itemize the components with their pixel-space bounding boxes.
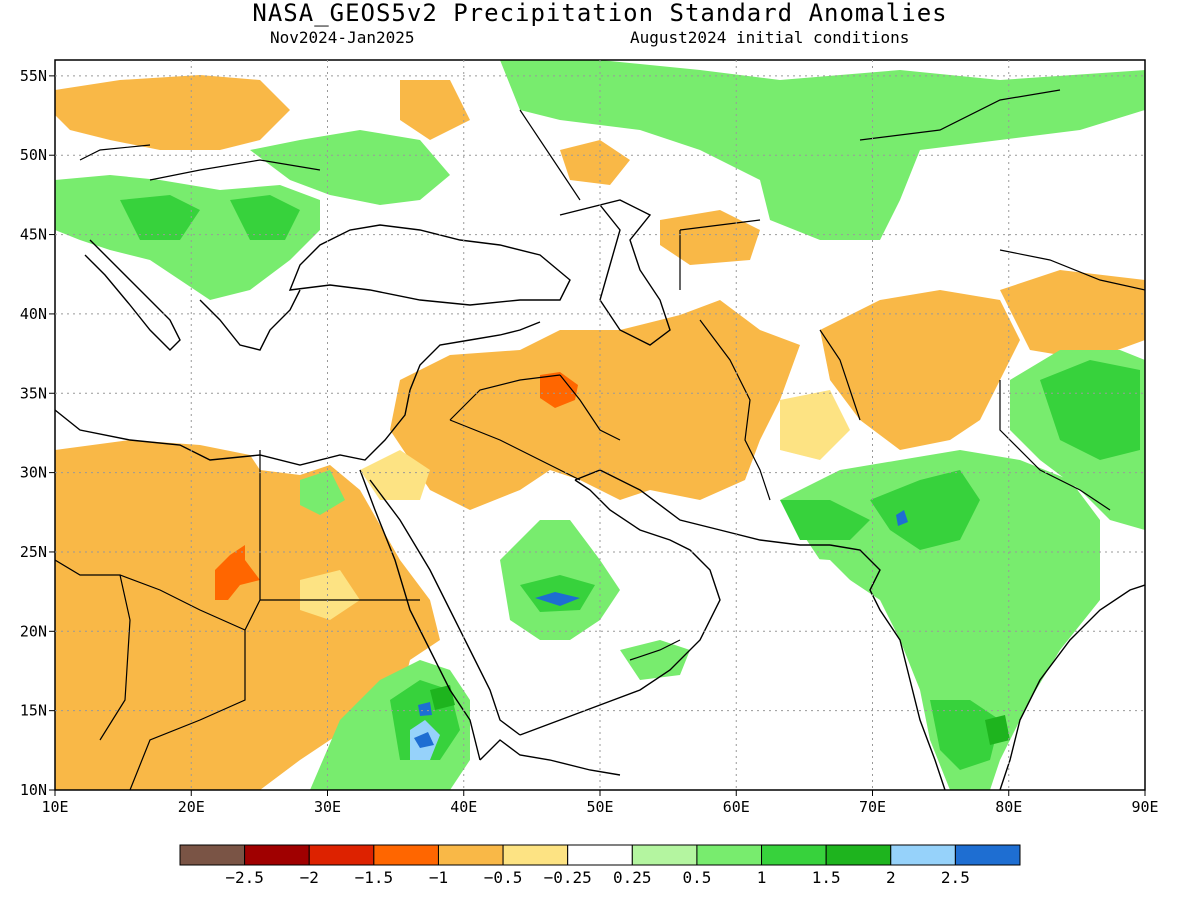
coastlines	[55, 199, 1145, 790]
very-wet-regions	[410, 510, 908, 760]
weak-dry-regions	[300, 390, 850, 620]
forecast-period: Nov2024-Jan2025	[270, 28, 415, 47]
colorbar-swatch	[696, 844, 763, 866]
y-tick-label: 25N	[20, 543, 47, 561]
x-tick-label: 50E	[586, 798, 613, 816]
x-tick-label: 80E	[995, 798, 1022, 816]
colorbar-swatch	[825, 844, 892, 866]
colorbar-swatch	[502, 844, 569, 866]
colorbar-labels: −2.5 −2 −1.5 −1 −0.5 −0.25 0.25 0.5 1 1.5 2 2.5	[225, 868, 969, 887]
moderate-wet-regions	[120, 195, 1140, 770]
anomaly-field	[55, 60, 1145, 790]
ocean-neutral	[560, 555, 930, 790]
colorbar-swatch	[567, 844, 633, 866]
colorbar-label: −1.5	[355, 868, 394, 887]
x-tick-label: 90E	[1131, 798, 1158, 816]
y-tick-label: 40N	[20, 305, 47, 323]
y-tick-label: 50N	[20, 146, 47, 164]
initial-conditions: August2024 initial conditions	[630, 28, 910, 47]
latitude-ticks: 10N 15N 20N 25N 30N 35N 40N 45N 50N 55N	[20, 67, 55, 799]
y-tick-label: 20N	[20, 622, 47, 640]
colorbar-label: −0.5	[484, 868, 523, 887]
longitude-ticks: 10E 20E 30E 40E 50E 60E 70E 80E 90E	[41, 790, 1159, 816]
strong-dry-regions	[215, 372, 578, 600]
colorbar-label: 2.5	[941, 868, 970, 887]
colorbar-swatch	[179, 844, 246, 866]
colorbar-label: 0.25	[613, 868, 652, 887]
x-tick-label: 60E	[723, 798, 750, 816]
x-tick-label: 40E	[450, 798, 477, 816]
colorbar-swatch	[437, 844, 504, 866]
strong-wet-regions	[430, 685, 1010, 745]
colorbar-swatch	[954, 844, 1021, 866]
colorbar-swatch	[631, 844, 698, 866]
x-tick-label: 20E	[178, 798, 205, 816]
y-tick-label: 35N	[20, 384, 47, 402]
colorbar-swatch	[373, 844, 439, 866]
colorbar-label: −0.25	[544, 868, 592, 887]
x-tick-label: 10E	[41, 798, 68, 816]
graticule	[55, 60, 1145, 790]
y-tick-label: 15N	[20, 702, 47, 720]
colorbar-label: 0.5	[682, 868, 711, 887]
colorbar-label: −2.5	[225, 868, 264, 887]
colorbar-label: 1	[757, 868, 767, 887]
y-tick-label: 10N	[20, 781, 47, 799]
dry-anomaly-regions	[55, 75, 1145, 790]
colorbar	[179, 844, 1021, 866]
colorbar-swatch	[761, 844, 827, 866]
x-tick-label: 70E	[859, 798, 886, 816]
country-borders	[55, 89, 1145, 790]
colorbar-swatch	[308, 844, 375, 866]
colorbar-swatch	[890, 844, 956, 866]
colorbar-label: 2	[886, 868, 896, 887]
x-tick-label: 30E	[314, 798, 341, 816]
y-tick-label: 30N	[20, 464, 47, 482]
colorbar-swatch	[244, 844, 310, 866]
colorbar-label: −1	[429, 868, 448, 887]
y-tick-label: 55N	[20, 67, 47, 85]
colorbar-label: −2	[300, 868, 319, 887]
map-title: NASA_GEOS5v2 Precipitation Standard Anom…	[252, 0, 948, 27]
colorbar-label: 1.5	[812, 868, 841, 887]
y-tick-label: 45N	[20, 226, 47, 244]
